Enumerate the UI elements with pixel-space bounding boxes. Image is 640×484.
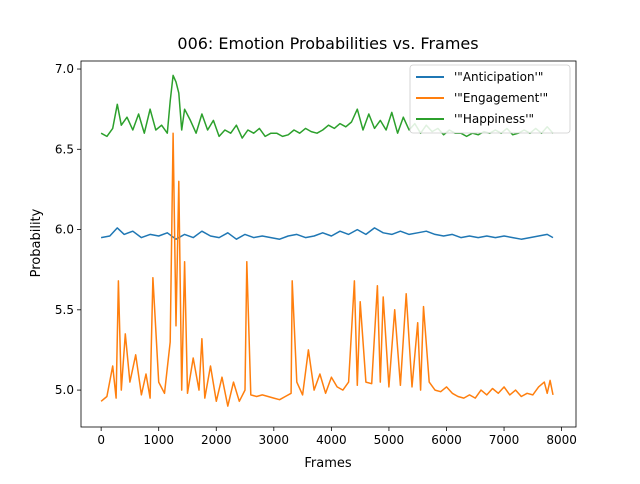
chart-title: 006: Emotion Probabilities vs. Frames — [177, 34, 478, 53]
x-tick-label: 4000 — [316, 433, 347, 447]
x-tick-label: 6000 — [431, 433, 462, 447]
x-tick-label: 1000 — [143, 433, 174, 447]
x-tick-label: 0 — [97, 433, 105, 447]
legend-label-2: '"Happiness'" — [454, 112, 534, 126]
x-tick-label: 8000 — [546, 433, 577, 447]
x-axis: 0 1000 2000 3000 4000 5000 6000 7000 8000 — [97, 427, 577, 447]
y-tick-label: 6.0 — [55, 223, 74, 237]
x-tick-label: 3000 — [259, 433, 290, 447]
legend-box — [409, 64, 571, 134]
series-line-1 — [100, 132, 554, 407]
y-axis-label: Probability — [29, 208, 44, 277]
y-axis: 5.0 5.5 6.0 6.5 7.0 — [55, 62, 81, 397]
y-tick-label: 7.0 — [55, 62, 74, 76]
series-line-2 — [100, 74, 554, 139]
legend-label-1: '"Engagement'" — [454, 91, 548, 105]
plot-area — [80, 60, 577, 428]
x-tick-label: 7000 — [489, 433, 520, 447]
plot-frame — [80, 60, 577, 428]
x-tick-label: 5000 — [374, 433, 405, 447]
y-tick-label: 5.5 — [55, 303, 74, 317]
x-tick-label: 2000 — [201, 433, 232, 447]
y-tick-label: 5.0 — [55, 383, 74, 397]
legend-label-0: '"Anticipation'" — [454, 70, 543, 84]
x-axis-label: Frames — [304, 456, 352, 471]
legend: '"Anticipation'" '"Engagement'" '"Happines… — [409, 64, 571, 134]
y-tick-label: 6.5 — [55, 142, 74, 156]
